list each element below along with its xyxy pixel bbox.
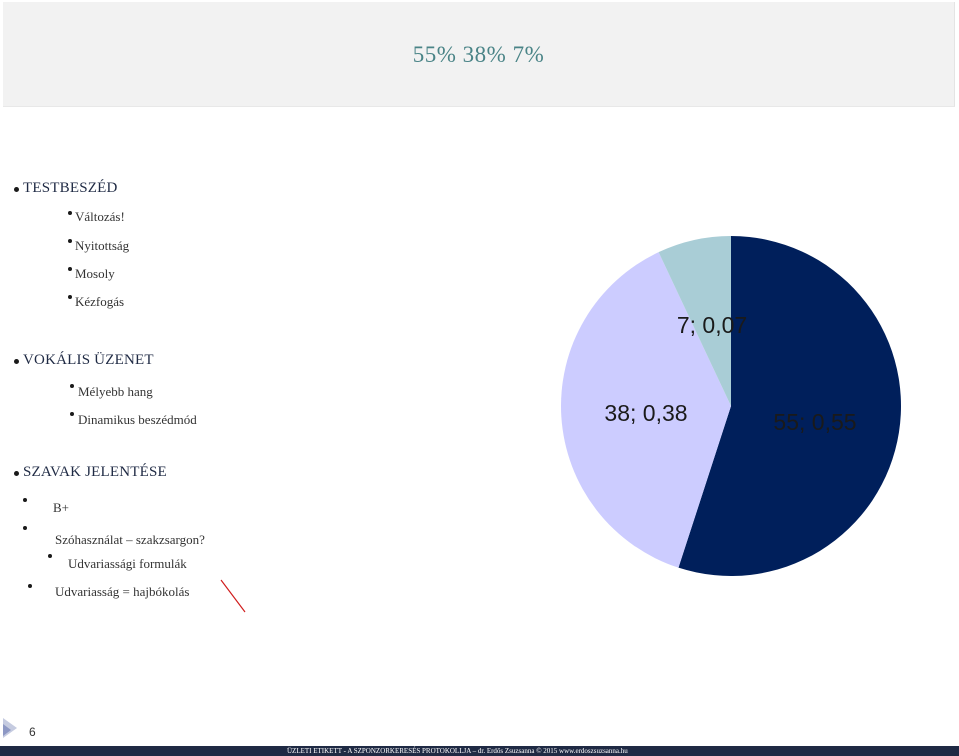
list-item: Mélyebb hang — [78, 384, 153, 399]
pie-slice-0 — [678, 236, 901, 576]
list-item: Dinamikus beszédmód — [78, 412, 197, 427]
bullet-icon — [70, 412, 74, 416]
list-item: Nyitottság — [75, 238, 130, 253]
pie-data-label-0: 55; 0,55 — [773, 409, 856, 435]
bullet-icon — [23, 526, 27, 530]
list-item: Kézfogás — [75, 294, 125, 309]
bullet-icon — [68, 211, 72, 215]
bullet-icon — [68, 239, 72, 243]
slide-title: 55% 38% 7% — [412, 42, 545, 67]
title-band: 55% 38% 7% — [3, 2, 955, 107]
list-item: Mosoly — [75, 266, 115, 281]
list-item: Változás! — [75, 209, 125, 224]
bullet-icon — [14, 471, 19, 476]
page-number: 6 — [29, 725, 36, 739]
bullet-icon — [68, 267, 72, 271]
list-item: Szóhasználat – szakzsargon? — [55, 532, 205, 547]
section-heading-vokalis-uzenet: VOKÁLIS ÜZENET — [23, 352, 154, 368]
list-item: Udvariasság = hajbókolás — [55, 584, 190, 599]
section-heading-testbeszed: TESTBESZÉD — [23, 180, 118, 196]
pie-data-label-1: 38; 0,38 — [604, 400, 687, 426]
slide-marker-inner-icon — [3, 724, 11, 736]
bullet-icon — [23, 498, 27, 502]
list-item: B+ — [53, 500, 70, 515]
footer-bar — [0, 746, 959, 756]
pie-slice-2 — [658, 236, 731, 406]
footer-text: ÜZLETI ETIKETT - A SZPONZORKERESÉS PROTO… — [287, 747, 628, 755]
bullet-icon — [14, 359, 19, 364]
bullet-icon — [14, 187, 19, 192]
bullet-icon — [68, 295, 72, 299]
section-heading-szavak-jelentese: SZAVAK JELENTÉSE — [23, 464, 167, 480]
bullet-icon — [48, 554, 52, 558]
bullet-icon — [28, 584, 32, 588]
pie-data-label-2: 7; 0,07 — [677, 312, 747, 338]
bullet-icon — [70, 384, 74, 388]
list-item: Udvariassági formulák — [68, 556, 187, 571]
pie-slice-1 — [560, 252, 731, 568]
